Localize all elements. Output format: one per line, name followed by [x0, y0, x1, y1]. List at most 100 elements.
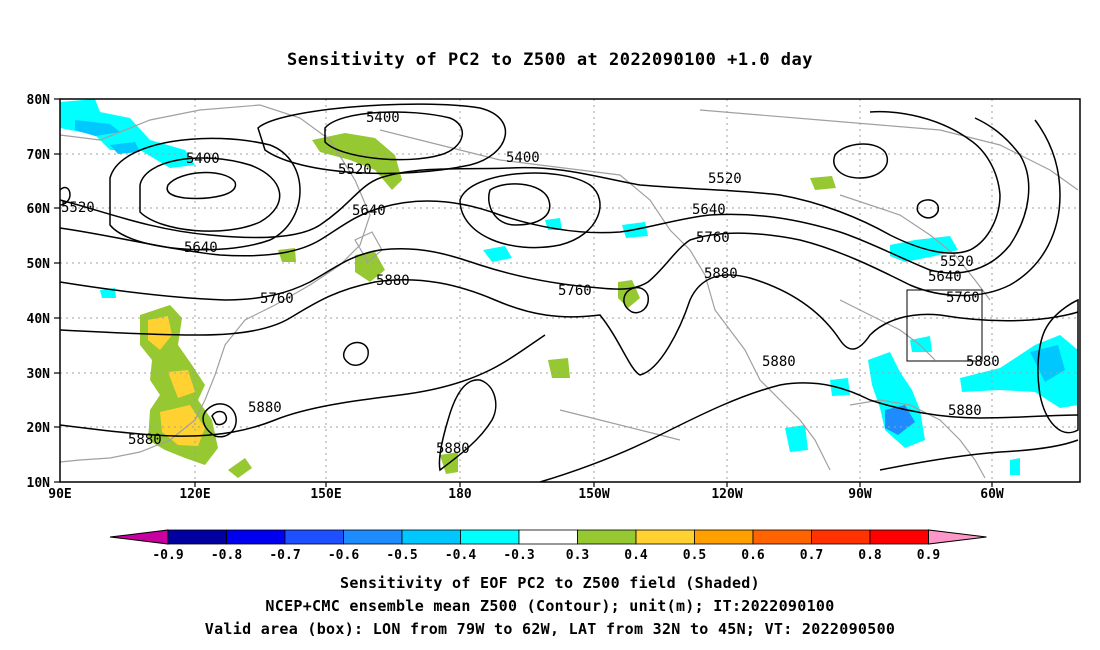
lat-tick-label: 10N	[27, 476, 51, 491]
colorbar-label: -0.8	[211, 548, 242, 563]
colorbar-swatch	[752, 529, 812, 545]
valid-area-box	[906, 289, 983, 362]
colorbar-swatch	[226, 529, 286, 545]
contour-5400-low-west	[139, 157, 281, 232]
lat-tick-label: 20N	[27, 421, 51, 436]
contour-5400-nee	[833, 143, 889, 179]
caption-contour: NCEP+CMC ensemble mean Z500 (Contour); u…	[265, 597, 835, 615]
lon-tick-label: 90W	[848, 487, 872, 502]
lon-tick-label: 120E	[179, 487, 210, 502]
contour-5760	[59, 119, 1061, 301]
colorbar-low-arrow	[109, 529, 169, 545]
contour-5880	[59, 274, 1079, 376]
contour-5880-south-east	[879, 439, 1079, 471]
map-panel	[59, 98, 1081, 483]
colorbar-label: 0.5	[683, 548, 706, 563]
contour-5400-north	[324, 111, 464, 161]
colorbar-label: -0.9	[152, 548, 183, 563]
lat-tick-label: 80N	[27, 93, 51, 108]
contour-5880-south	[539, 382, 1079, 483]
lon-tick-label: 150W	[578, 487, 609, 502]
coastlines	[59, 104, 1079, 479]
contour-5880-atlantic	[1037, 298, 1079, 434]
contour-label: 5400	[366, 110, 400, 126]
colorbar	[109, 529, 987, 545]
contour-label: 5640	[184, 240, 218, 256]
colorbar-label: -0.4	[445, 548, 476, 563]
contour-label: 5640	[352, 203, 386, 219]
cyan-patch-pacific	[483, 218, 648, 262]
colorbar-swatch	[869, 529, 929, 545]
colorbar-swatch	[401, 529, 461, 545]
colorbar-label: 0.9	[917, 548, 940, 563]
contour-label: 5880	[128, 432, 162, 448]
contour-label: 5640	[928, 269, 962, 285]
contour-5640	[59, 117, 1030, 274]
colorbar-swatch	[635, 529, 695, 545]
colorbar-labels: -0.9 -0.8 -0.7 -0.6 -0.5 -0.4 -0.3 0.3 0.4 0.5 0.6…	[152, 548, 940, 563]
contour-label: 5760	[696, 230, 730, 246]
colorbar-swatch	[518, 529, 578, 545]
colorbar-label: 0.3	[566, 548, 589, 563]
cyan-patch-nw	[60, 99, 195, 168]
contour-label: 5520	[338, 162, 372, 178]
cyan-patch-nw-inner	[75, 120, 140, 154]
colorbar-label: 0.4	[624, 548, 648, 563]
contour-label: 5520	[940, 254, 974, 270]
lon-tick-marks	[194, 482, 993, 487]
colorbar-label: -0.5	[386, 548, 417, 563]
contour-5400-nee-small	[916, 199, 940, 219]
contour-5400-pacific-outer	[459, 172, 601, 249]
contour-label: 5760	[558, 283, 592, 299]
contour-label: 5760	[260, 291, 294, 307]
lat-tick-label: 30N	[27, 367, 51, 382]
colorbar-high-arrow	[928, 529, 987, 545]
caption-valid-area: Valid area (box): LON from 79W to 62W, L…	[204, 620, 896, 638]
colorbar-swatch	[694, 529, 754, 545]
contour-label-extra: 5880	[436, 441, 470, 457]
contour-5400-north-outer	[257, 103, 507, 175]
colorbar-swatch	[284, 529, 344, 545]
lon-axis: 90E 120E 150E 180 150W 120W 90W 60W	[48, 487, 1004, 502]
contour-label: 5880	[966, 354, 1000, 370]
green-patch-2	[355, 252, 385, 282]
lat-tick-marks	[54, 98, 60, 483]
lat-tick-label: 40N	[27, 312, 51, 327]
contour-label: 5880	[762, 354, 796, 370]
contour-5880-small	[342, 341, 369, 366]
colorbar-label: -0.3	[503, 548, 534, 563]
colorbar-label: 0.6	[741, 548, 765, 563]
colorbar-swatch	[460, 529, 520, 545]
lat-tick-label: 60N	[27, 202, 51, 217]
colorbar-swatch	[577, 529, 637, 545]
colorbar-label: 0.8	[858, 548, 882, 563]
lat-axis: 80N 70N 60N 50N 40N 30N 20N 10N	[27, 93, 51, 491]
contour-label-group: 5400 5400 5400 5520 5520 5520 5520 5640 …	[61, 110, 1000, 448]
colorbar-swatch	[343, 529, 403, 545]
contour-5400-dip	[59, 186, 71, 206]
colorbar-swatch	[167, 529, 227, 545]
lon-tick-label: 180	[448, 487, 472, 502]
contour-label: 5880	[248, 400, 282, 416]
contour-label: 5400	[506, 150, 540, 166]
contour-5880-lower	[59, 334, 546, 437]
lon-tick-label: 150E	[310, 487, 341, 502]
contour-label: 5880	[948, 403, 982, 419]
map-frame	[59, 98, 1081, 483]
contour-label: 5520	[708, 171, 742, 187]
lon-tick-label: 60W	[980, 487, 1004, 502]
contour-5400-low-west-inner	[166, 171, 237, 200]
lat-tick-label: 50N	[27, 257, 51, 272]
lat-tick-label: 70N	[27, 148, 51, 163]
yellow-patch-china-1	[148, 316, 172, 350]
caption-shaded: Sensitivity of EOF PC2 to Z500 field (Sh…	[340, 574, 760, 592]
colorbar-label: 0.7	[800, 548, 823, 563]
contour-label: 5640	[692, 202, 726, 218]
lon-tick-label: 90E	[48, 487, 71, 502]
colorbar-label: -0.6	[328, 548, 359, 563]
contour-5520	[59, 110, 1001, 254]
contour-5880-pacific	[438, 379, 497, 472]
map-title: Sensitivity of PC2 to Z500 at 2022090100…	[286, 50, 813, 70]
contour-5760-loop	[623, 286, 649, 314]
